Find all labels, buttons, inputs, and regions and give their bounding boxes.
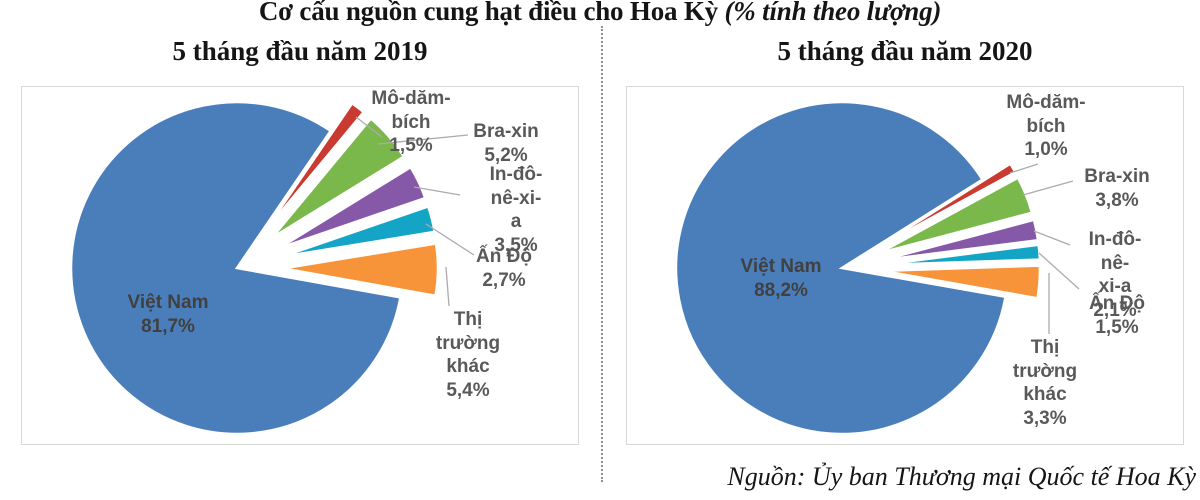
- panel-2019-title: 5 tháng đầu năm 2019: [172, 36, 428, 66]
- pie-label-an-do: Ấn Độ 1,5%: [1089, 293, 1145, 338]
- pie-2019-svg: [69, 100, 475, 436]
- pie-slice-viet-nam: [69, 100, 402, 436]
- panel-divider: [601, 26, 603, 482]
- pie-2020-svg: [674, 100, 1080, 436]
- leader-line-bra-xin: [377, 134, 469, 145]
- pie-label-bra-xin: Bra-xin 5,2%: [473, 121, 539, 166]
- pie-slice-in-do-ne-xi-a: [880, 218, 1040, 262]
- pie-label-viet-nam: Việt Nam 88,2%: [740, 256, 822, 301]
- pie-slice-an-do: [281, 204, 437, 259]
- pie-slice-bra-xin: [270, 116, 406, 239]
- leader-line-in-do-ne-xi-a: [413, 186, 461, 196]
- pie-slice-mo-dam-bich: [263, 101, 366, 233]
- pie-label-mo-dam-bich: Mô-dăm- bích 1,5%: [371, 88, 451, 157]
- page-title-note: (% tính theo lượng): [724, 0, 942, 26]
- pie-label-an-do: Ấn Độ 2,7%: [476, 246, 532, 291]
- pie-chart-2019: Việt Nam 81,7% Mô-dăm- bích 1,5% Bra-xin…: [21, 86, 579, 445]
- leader-line-thi-truong-khac: [445, 266, 450, 307]
- panel-2020-title: 5 tháng đầu năm 2020: [777, 36, 1033, 66]
- page-title: Cơ cấu nguồn cung hạt điều cho Hoa Kỳ (%…: [0, 0, 1200, 27]
- pie-slice-in-do-ne-xi-a: [277, 165, 427, 250]
- panel-2019: 5 tháng đầu năm 2019 Việt Nam 81,7% Mô-d…: [21, 36, 579, 445]
- pie-label-in-do-ne-xi-a: In-đô-nê-xi- a 3,5%: [489, 164, 543, 256]
- pie-slice-mo-dam-bich: [875, 161, 1017, 249]
- pie-slice-viet-nam: [674, 100, 1007, 436]
- panel-2020: 5 tháng đầu năm 2020 Việt Nam 88,2% Mô-d…: [626, 36, 1184, 445]
- pie-slice-an-do: [881, 243, 1042, 267]
- pie-chart-2020: Việt Nam 88,2% Mô-dăm- bích 1,0% Bra-xin…: [626, 86, 1184, 445]
- leader-line-mo-dam-bich: [1009, 163, 1039, 174]
- pie-label-in-do-ne-xi-a: In-đô-nê- xi-a 2,1%: [1088, 229, 1142, 321]
- leader-line-an-do: [1038, 252, 1080, 290]
- pie-slice-thi-truong-khac: [881, 264, 1042, 300]
- pie-label-thi-truong-khac: Thị trường khác 5,4%: [435, 309, 501, 401]
- leader-line-bra-xin: [1022, 180, 1074, 196]
- pie-label-mo-dam-bich: Mô-dăm- bích 1,0%: [1006, 92, 1086, 161]
- source-note: Nguồn: Ủy ban Thương mại Quốc tế Hoa Kỳ: [727, 462, 1196, 491]
- pie-slice-thi-truong-khac: [282, 242, 440, 298]
- pie-label-thi-truong-khac: Thị trường khác 3,3%: [1012, 337, 1078, 429]
- leader-line-an-do: [425, 223, 475, 256]
- page-title-main: Cơ cấu nguồn cung hạt điều cho Hoa Kỳ: [258, 0, 725, 26]
- pie-label-viet-nam: Việt Nam 81,7%: [127, 292, 209, 337]
- leader-line-mo-dam-bich: [355, 116, 383, 138]
- pie-label-bra-xin: Bra-xin 3,8%: [1084, 166, 1150, 211]
- leader-line-in-do-ne-xi-a: [1033, 230, 1071, 246]
